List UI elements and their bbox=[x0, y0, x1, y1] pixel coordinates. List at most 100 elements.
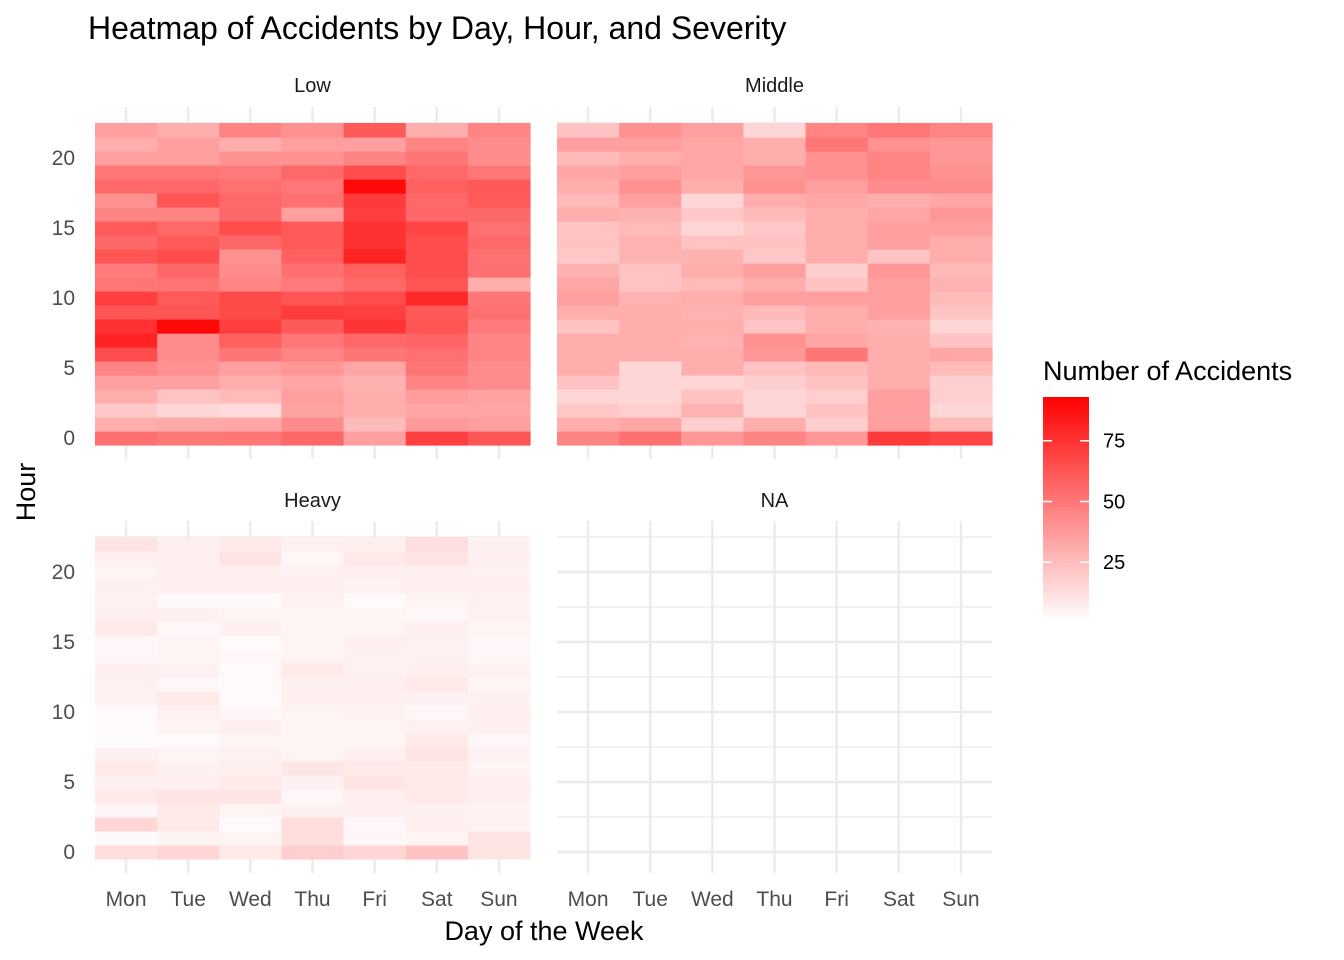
heat-cell bbox=[219, 123, 283, 138]
heat-cell bbox=[281, 221, 345, 236]
heat-cell bbox=[681, 361, 745, 376]
legend-bar-segment bbox=[1043, 412, 1089, 417]
heat-cell bbox=[95, 249, 158, 264]
heat-cell bbox=[219, 221, 283, 236]
heat-cell bbox=[343, 193, 407, 208]
legend-bar-segment bbox=[1043, 438, 1089, 443]
heat-cell bbox=[219, 431, 283, 446]
heat-cell bbox=[467, 375, 531, 390]
heat-cell bbox=[95, 375, 158, 390]
heat-cell bbox=[95, 719, 158, 734]
heat-cell bbox=[157, 193, 220, 208]
heat-cell bbox=[867, 193, 931, 208]
y-tick-label: 20 bbox=[52, 561, 75, 584]
legend-bar-segment bbox=[1043, 551, 1089, 556]
heat-cell bbox=[467, 277, 531, 292]
heat-cell bbox=[343, 249, 407, 264]
heat-cell bbox=[929, 291, 993, 306]
heat-cell bbox=[681, 123, 745, 138]
heat-cell bbox=[405, 319, 469, 334]
heat-cell bbox=[743, 151, 807, 166]
heat-cell bbox=[557, 347, 620, 362]
heat-cell bbox=[619, 263, 682, 278]
heat-cell bbox=[281, 593, 345, 608]
heat-cell bbox=[95, 263, 158, 278]
y-axis-title: Hour bbox=[11, 463, 41, 522]
heat-cell bbox=[467, 565, 531, 580]
heat-cell bbox=[343, 333, 407, 348]
legend-bar-segment bbox=[1043, 536, 1089, 541]
x-tick-label: Fri bbox=[824, 888, 849, 911]
heat-cell bbox=[343, 691, 407, 706]
heat-cell bbox=[619, 123, 682, 138]
heat-cell bbox=[157, 263, 220, 278]
heat-cell bbox=[929, 151, 993, 166]
heat-cell bbox=[743, 179, 807, 194]
heat-cell bbox=[219, 705, 283, 720]
heat-cell bbox=[867, 221, 931, 236]
heat-cell bbox=[405, 593, 469, 608]
chart-title: Heatmap of Accidents by Day, Hour, and S… bbox=[88, 10, 786, 46]
y-tick-label: 5 bbox=[63, 771, 75, 794]
legend-bar-segment bbox=[1043, 596, 1089, 601]
heat-cell bbox=[405, 403, 469, 418]
heat-cell bbox=[405, 719, 469, 734]
heat-cell bbox=[281, 207, 345, 222]
heat-cell bbox=[95, 207, 158, 222]
x-tick-label: Thu bbox=[294, 888, 330, 911]
heat-cell bbox=[405, 579, 469, 594]
heat-cell bbox=[343, 565, 407, 580]
heat-cell bbox=[343, 179, 407, 194]
legend-bar-segment bbox=[1043, 498, 1089, 504]
heat-cell bbox=[157, 537, 220, 552]
y-tick-label: 0 bbox=[63, 427, 75, 450]
heat-cell bbox=[281, 235, 345, 250]
heat-cell bbox=[95, 319, 158, 334]
heat-cell bbox=[157, 845, 220, 860]
heat-cell bbox=[281, 761, 345, 776]
heat-cell bbox=[405, 845, 469, 860]
heat-cell bbox=[219, 607, 283, 622]
heat-cell bbox=[805, 151, 869, 166]
heat-cell bbox=[405, 347, 469, 362]
heat-cell bbox=[95, 593, 158, 608]
heat-cell bbox=[95, 389, 158, 404]
heat-cell bbox=[557, 249, 620, 264]
heat-cell bbox=[467, 593, 531, 608]
heat-cell bbox=[281, 403, 345, 418]
legend-tick-label: 25 bbox=[1103, 552, 1125, 574]
heat-cell bbox=[557, 165, 620, 180]
heat-cell bbox=[157, 719, 220, 734]
heat-cell bbox=[619, 179, 682, 194]
heat-cell bbox=[405, 551, 469, 566]
heat-cell bbox=[219, 579, 283, 594]
heat-cell bbox=[343, 593, 407, 608]
y-tick-label: 15 bbox=[52, 631, 75, 654]
heat-cell bbox=[929, 137, 993, 152]
heat-cell bbox=[681, 347, 745, 362]
heat-cell bbox=[681, 165, 745, 180]
heat-cell bbox=[219, 151, 283, 166]
panel-cells bbox=[95, 123, 531, 446]
heat-cell bbox=[95, 291, 158, 306]
heat-cell bbox=[867, 389, 931, 404]
heat-cell bbox=[343, 347, 407, 362]
heat-cell bbox=[467, 663, 531, 678]
heat-cell bbox=[281, 789, 345, 804]
heat-cell bbox=[157, 431, 220, 446]
heat-cell bbox=[405, 137, 469, 152]
heat-cell bbox=[681, 375, 745, 390]
legend-bar-segment bbox=[1043, 611, 1089, 617]
heat-cell bbox=[467, 761, 531, 776]
heat-cell bbox=[281, 803, 345, 818]
heat-cell bbox=[405, 733, 469, 748]
heat-cell bbox=[343, 389, 407, 404]
heat-cell bbox=[929, 403, 993, 418]
legend-bar-segment bbox=[1043, 442, 1089, 447]
heat-cell bbox=[219, 733, 283, 748]
heat-cell bbox=[805, 221, 869, 236]
heat-cell bbox=[219, 663, 283, 678]
x-tick-label: Wed bbox=[691, 888, 734, 911]
heat-cell bbox=[281, 663, 345, 678]
heat-cell bbox=[867, 319, 931, 334]
